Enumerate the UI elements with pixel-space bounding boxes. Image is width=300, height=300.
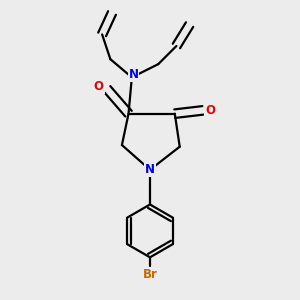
- Text: O: O: [205, 104, 215, 117]
- Text: O: O: [94, 80, 104, 93]
- Text: N: N: [145, 163, 155, 176]
- Text: N: N: [128, 68, 139, 81]
- Text: Br: Br: [142, 268, 158, 281]
